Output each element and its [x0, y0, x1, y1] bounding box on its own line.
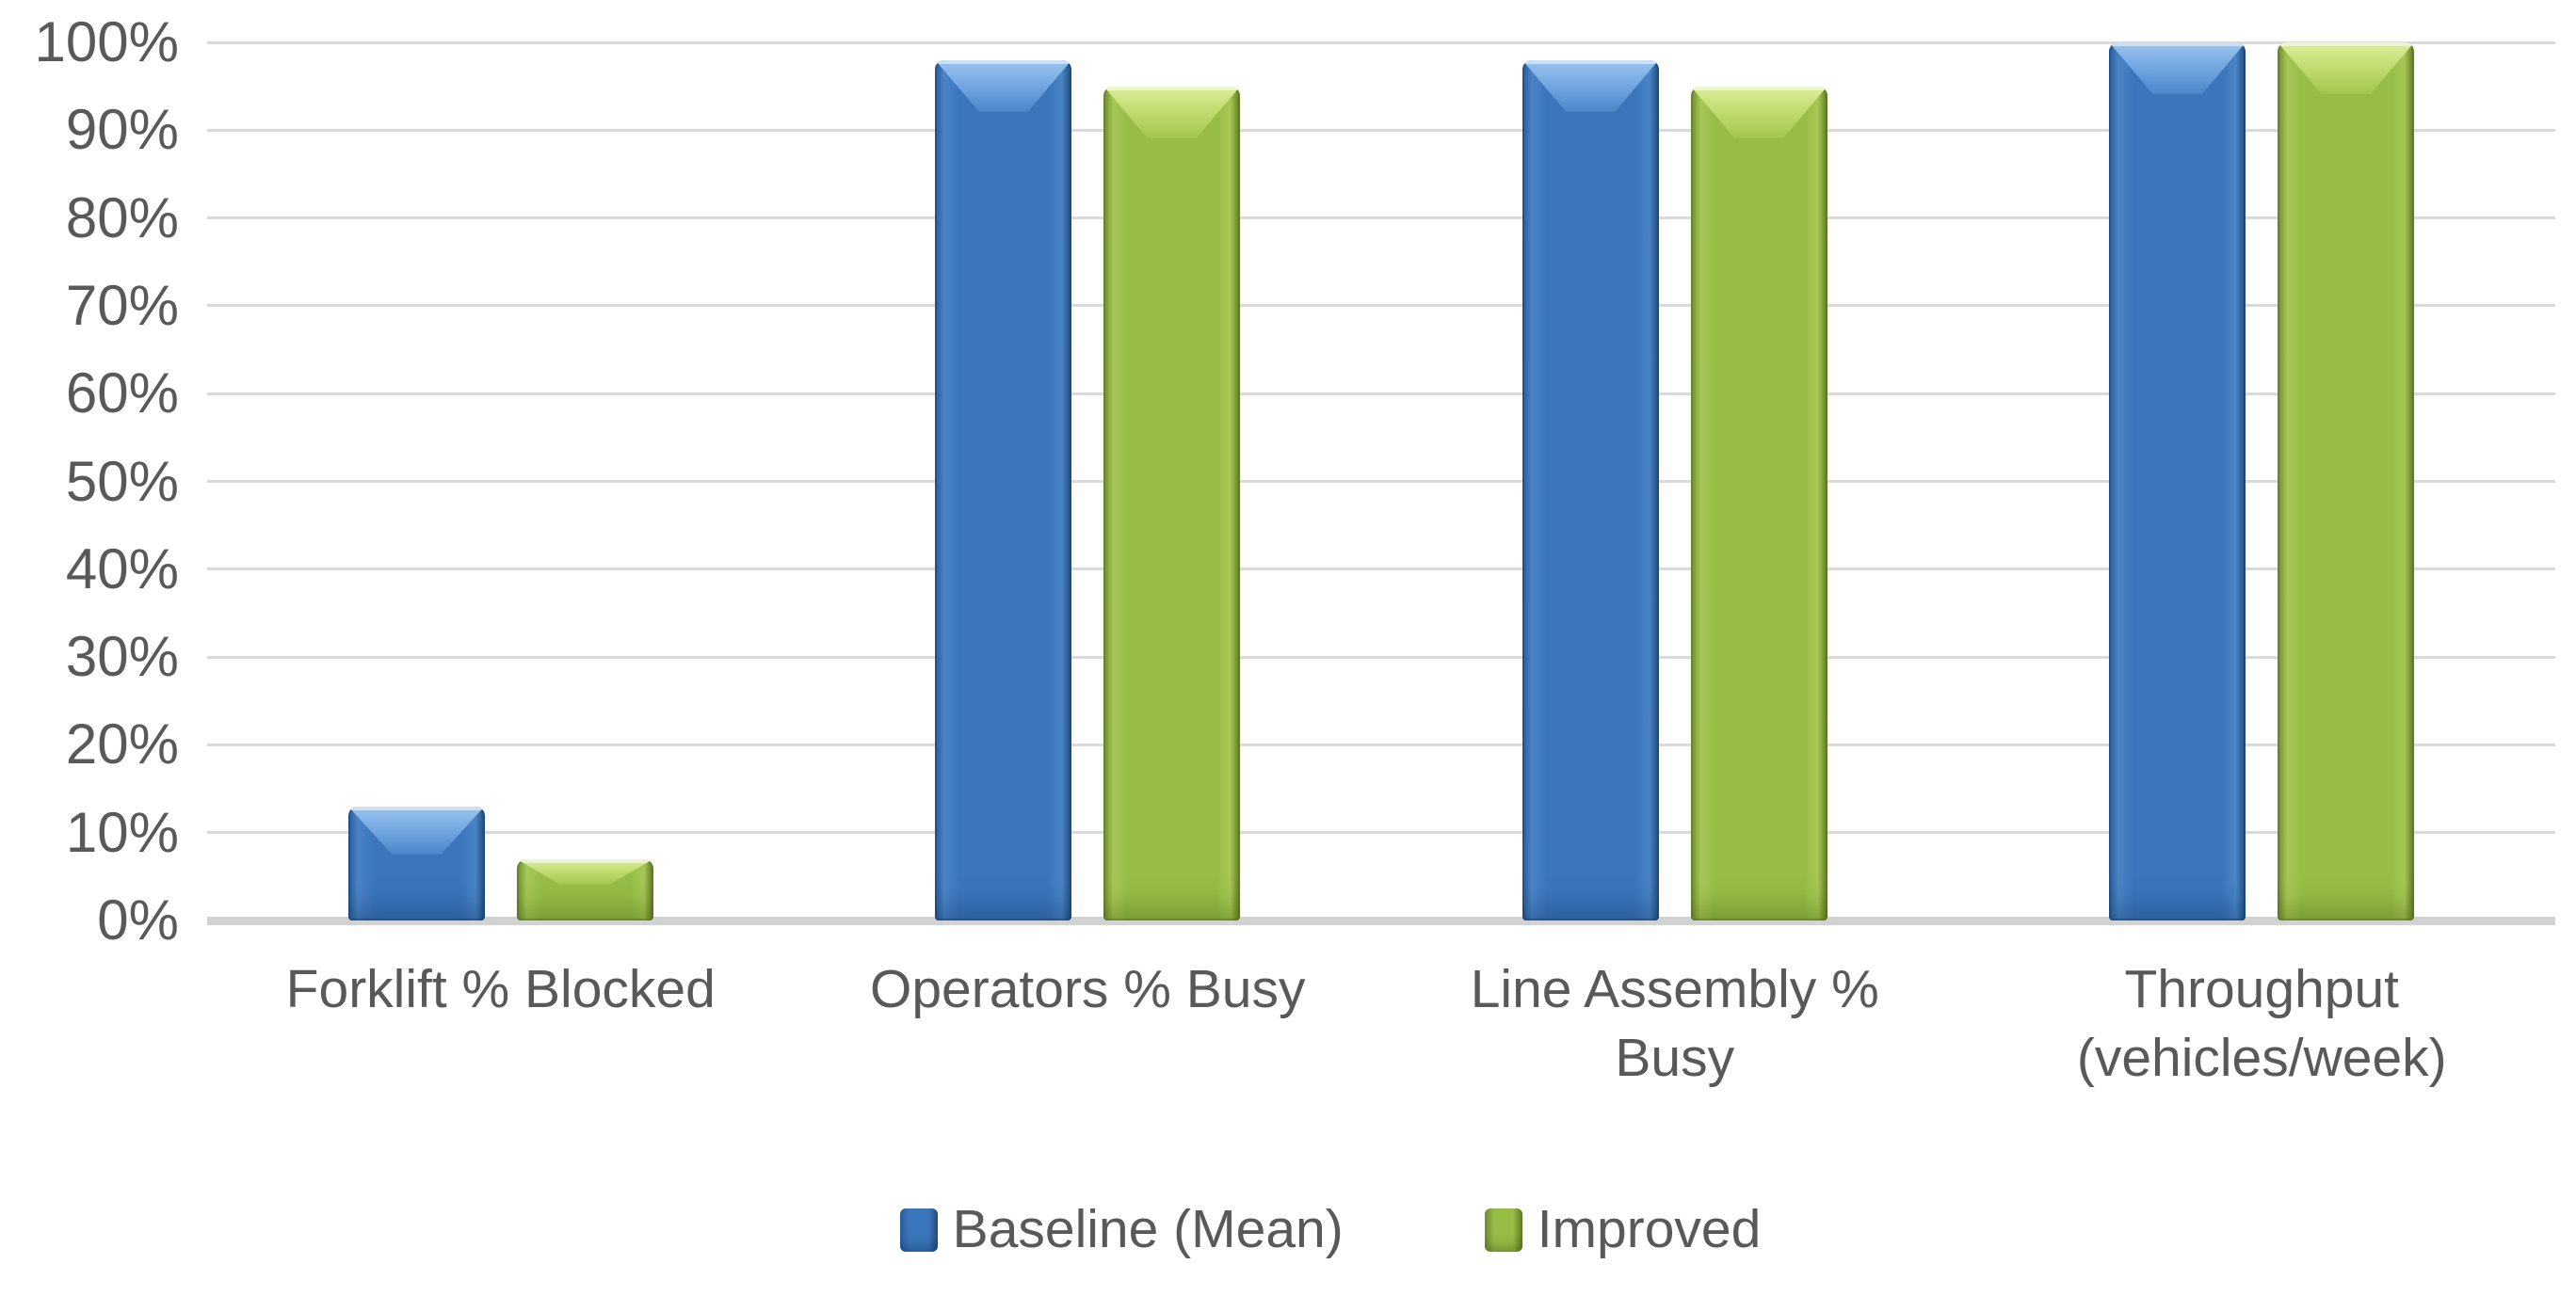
bar-bevel-highlight: [1690, 86, 1827, 138]
bar-groups: [207, 42, 2555, 920]
legend-swatch: [1484, 1208, 1522, 1252]
category-label: Operators % Busy: [795, 955, 1382, 1093]
category-label: Throughput (vehicles/week): [1969, 955, 2556, 1093]
y-tick-label: 0%: [97, 888, 179, 952]
category-label: Forklift % Blocked: [207, 955, 795, 1093]
category-label-text: Line Assembly % Busy: [1470, 959, 1879, 1088]
bar-group: [795, 42, 1382, 920]
y-tick-label: 90%: [65, 98, 179, 162]
plot-area: [207, 40, 2555, 925]
bar-group: [1969, 42, 2556, 920]
bar: [2278, 42, 2415, 920]
legend: Baseline (Mean) Improved: [0, 1203, 2576, 1256]
bar: [516, 858, 653, 920]
legend-label: Improved: [1537, 1199, 1762, 1259]
gridline: [207, 216, 2555, 220]
category-label-text: Throughput (vehicles/week): [2076, 959, 2447, 1088]
bar-group: [1381, 42, 1969, 920]
gridline: [207, 568, 2555, 571]
y-tick-label: 50%: [65, 449, 179, 513]
bar-bevel-highlight: [2109, 42, 2246, 94]
legend-swatch-bevel: [900, 1208, 938, 1235]
x-axis-category-labels: Forklift % Blocked Operators % Busy Line A…: [207, 955, 2555, 1093]
category-label: Line Assembly % Busy: [1381, 955, 1969, 1093]
y-axis-tick-labels: 0% 10% 20% 30% 40% 50% 60% 70% 80% 90% 100%: [0, 14, 188, 949]
gridline: [207, 831, 2555, 835]
gridline: [207, 655, 2555, 659]
y-tick-label: 10%: [65, 800, 179, 864]
legend-item: Improved: [1484, 1199, 1762, 1259]
x-axis-line: [207, 916, 2555, 925]
legend-swatch: [899, 1208, 938, 1252]
y-tick-label: 80%: [65, 185, 179, 249]
bar: [1521, 59, 1659, 920]
bar-bevel-highlight: [347, 806, 485, 855]
y-tick-label: 70%: [65, 273, 179, 337]
bar-group: [207, 42, 795, 920]
bar: [347, 806, 485, 920]
y-tick-label: 40%: [65, 536, 179, 600]
category-label-text: Operators % Busy: [869, 959, 1306, 1019]
gridline: [207, 40, 2555, 44]
y-tick-label: 100%: [34, 10, 179, 73]
bar-bevel-highlight: [935, 59, 1072, 112]
legend-swatch-bevel: [1485, 1208, 1522, 1235]
category-label-text: Forklift % Blocked: [285, 959, 716, 1019]
legend-label: Baseline (Mean): [952, 1199, 1344, 1259]
legend-item: Baseline (Mean): [899, 1199, 1344, 1259]
y-tick-label: 30%: [65, 625, 179, 689]
bar-bevel-highlight: [2278, 42, 2415, 94]
gridline: [207, 480, 2555, 483]
bar-bevel-highlight: [1103, 86, 1241, 138]
bar-bevel-highlight: [516, 858, 653, 886]
gridline: [207, 392, 2555, 395]
bar: [1103, 86, 1241, 920]
y-tick-label: 20%: [65, 712, 179, 776]
bar: [935, 59, 1072, 920]
bar: [1690, 86, 1827, 920]
gridline: [207, 128, 2555, 132]
y-tick-label: 60%: [65, 361, 179, 425]
gridline: [207, 304, 2555, 308]
bar: [2109, 42, 2246, 920]
bar-bevel-highlight: [1521, 59, 1659, 112]
gridline: [207, 743, 2555, 746]
